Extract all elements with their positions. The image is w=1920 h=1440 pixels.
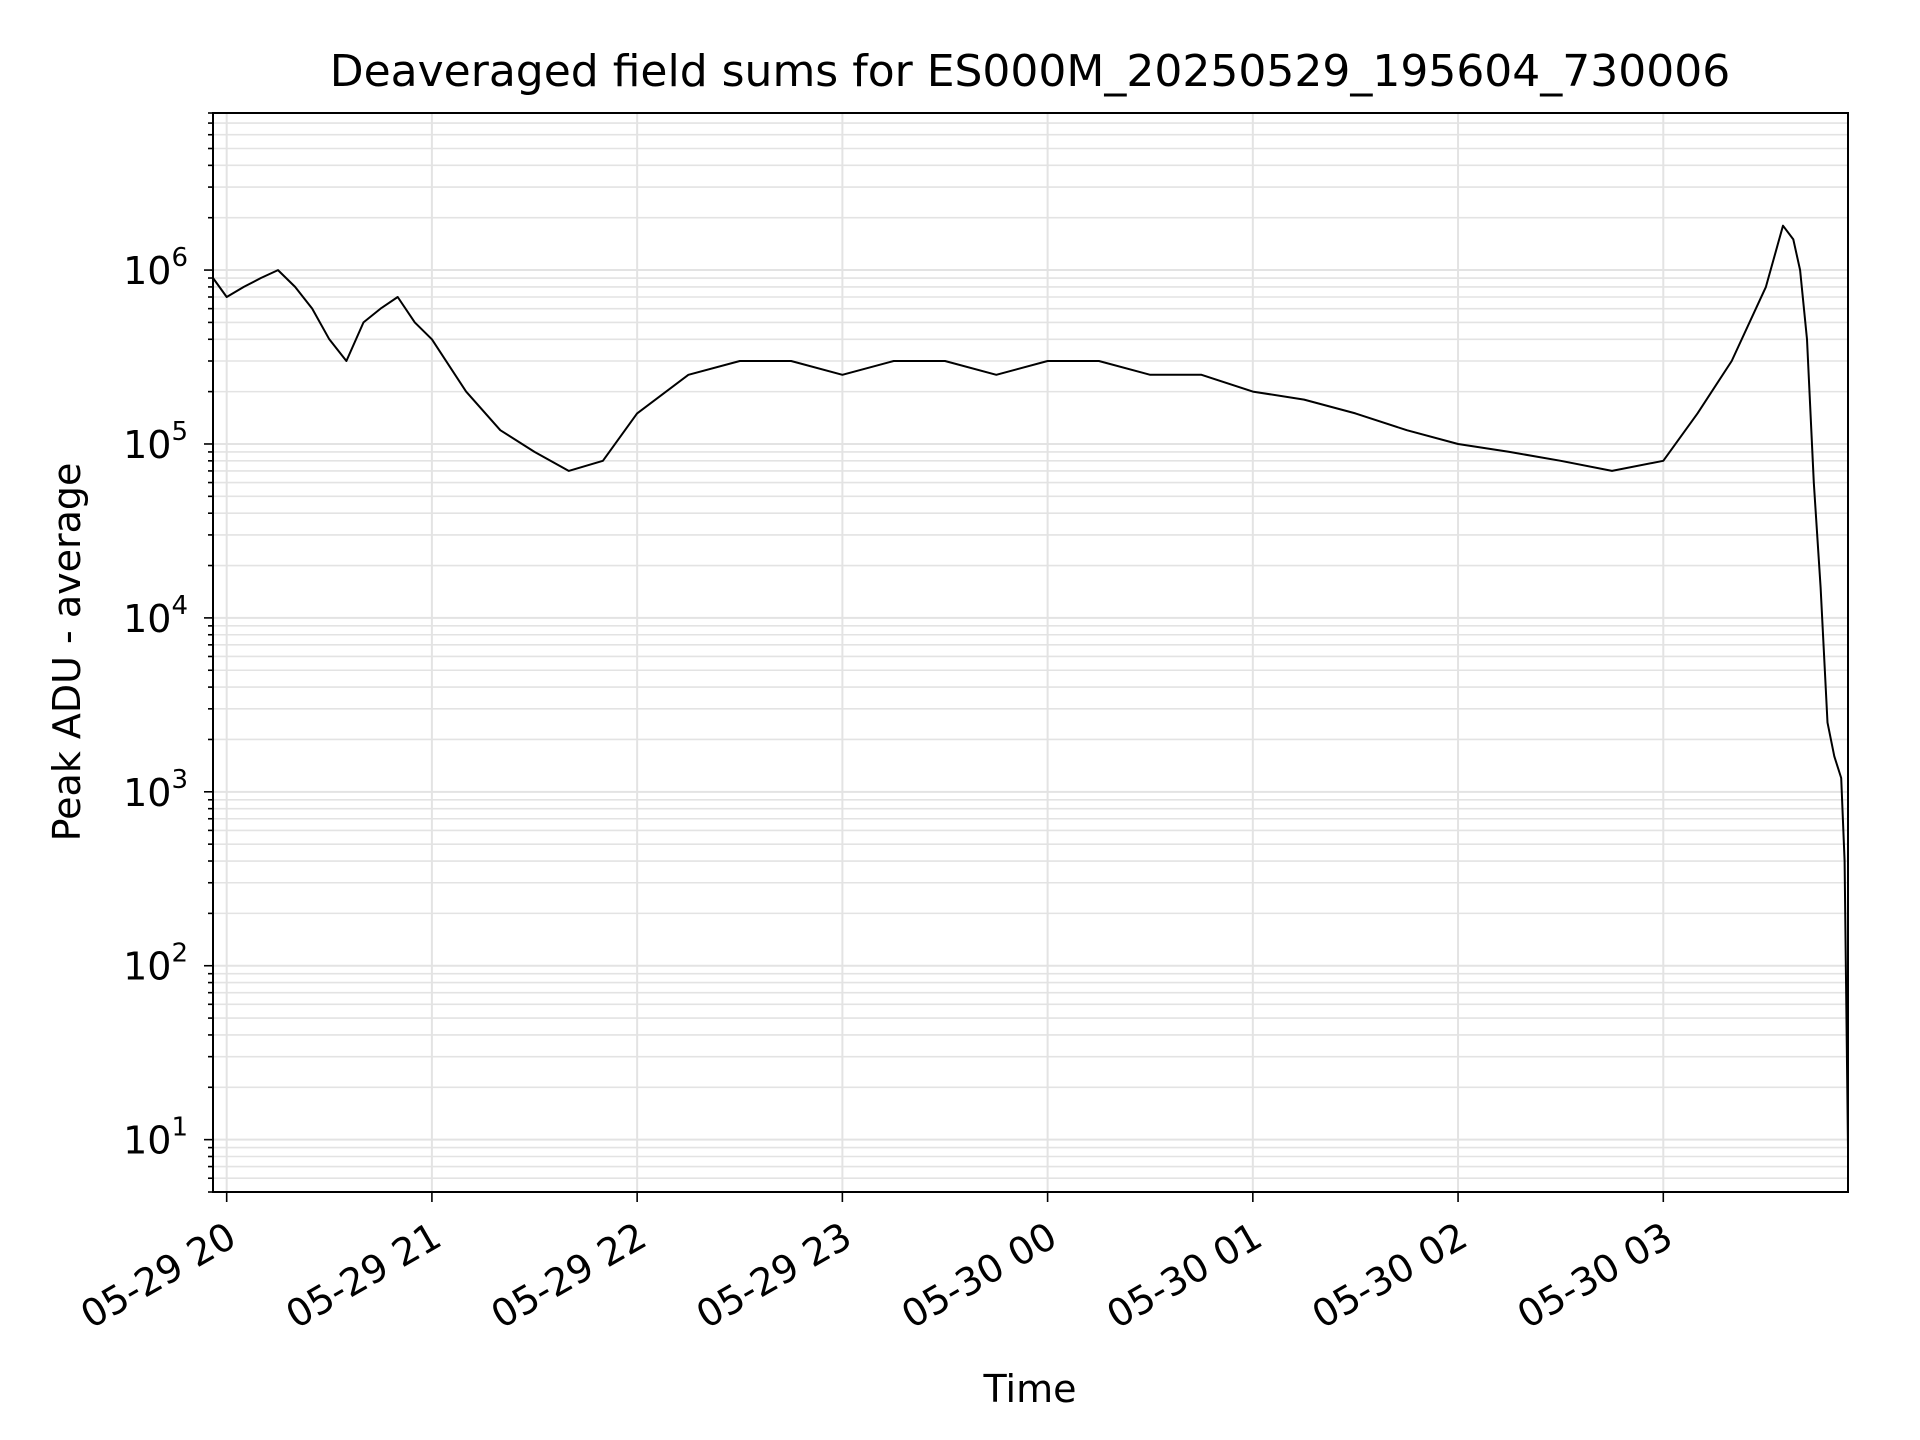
x-axis-label: Time bbox=[983, 1367, 1077, 1411]
y-tick-label: 103 bbox=[123, 765, 188, 815]
data-series-line bbox=[212, 224, 1849, 1148]
chart-title: Deaveraged field sums for ES000M_2025052… bbox=[330, 46, 1731, 97]
y-tick-label: 102 bbox=[123, 939, 188, 989]
y-tick-label: 104 bbox=[123, 591, 188, 641]
y-axis-label: Peak ADU - average bbox=[45, 463, 89, 842]
y-tick-label: 101 bbox=[123, 1113, 188, 1163]
grid bbox=[213, 112, 1848, 1193]
data-layer bbox=[212, 224, 1849, 1148]
plot-frame bbox=[212, 112, 1849, 1193]
y-tick-label: 105 bbox=[123, 417, 188, 467]
y-tick-label: 106 bbox=[123, 243, 188, 293]
